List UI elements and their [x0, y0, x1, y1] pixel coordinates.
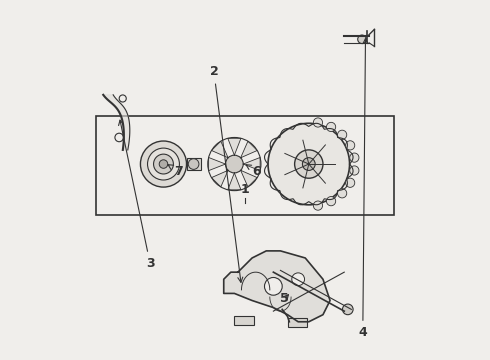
Text: 5: 5 [280, 292, 289, 305]
Circle shape [225, 155, 243, 173]
Bar [288, 318, 307, 327]
Circle shape [338, 130, 347, 139]
Circle shape [313, 201, 322, 210]
Polygon shape [103, 95, 130, 150]
Bar [187, 158, 201, 170]
Circle shape [188, 159, 199, 169]
Circle shape [343, 304, 353, 315]
Circle shape [350, 166, 359, 175]
Circle shape [119, 95, 126, 102]
Circle shape [269, 268, 278, 276]
Polygon shape [228, 173, 241, 190]
Circle shape [141, 141, 187, 187]
Circle shape [326, 122, 336, 131]
Circle shape [302, 158, 315, 170]
Circle shape [115, 133, 123, 142]
Circle shape [265, 278, 282, 295]
Text: 6: 6 [246, 165, 261, 178]
Polygon shape [224, 251, 330, 322]
Circle shape [153, 154, 173, 174]
Circle shape [268, 123, 349, 205]
Bar [234, 316, 254, 325]
Circle shape [338, 189, 347, 198]
Circle shape [345, 141, 355, 150]
Circle shape [350, 153, 359, 162]
Polygon shape [209, 157, 225, 171]
Circle shape [147, 148, 179, 180]
Circle shape [159, 160, 168, 168]
Text: 1: 1 [241, 183, 249, 196]
Polygon shape [212, 141, 228, 158]
Text: 4: 4 [358, 39, 368, 339]
Text: 7: 7 [168, 165, 183, 178]
Polygon shape [241, 141, 257, 158]
Polygon shape [212, 170, 228, 187]
Text: 2: 2 [210, 66, 243, 282]
Circle shape [292, 273, 305, 285]
Polygon shape [228, 138, 241, 155]
Circle shape [358, 35, 366, 44]
Circle shape [345, 178, 355, 187]
Circle shape [313, 118, 322, 127]
Text: 3: 3 [119, 120, 154, 270]
Circle shape [294, 150, 323, 178]
Polygon shape [243, 157, 260, 171]
Polygon shape [241, 170, 257, 187]
Bar [96, 116, 394, 215]
Circle shape [326, 197, 336, 206]
